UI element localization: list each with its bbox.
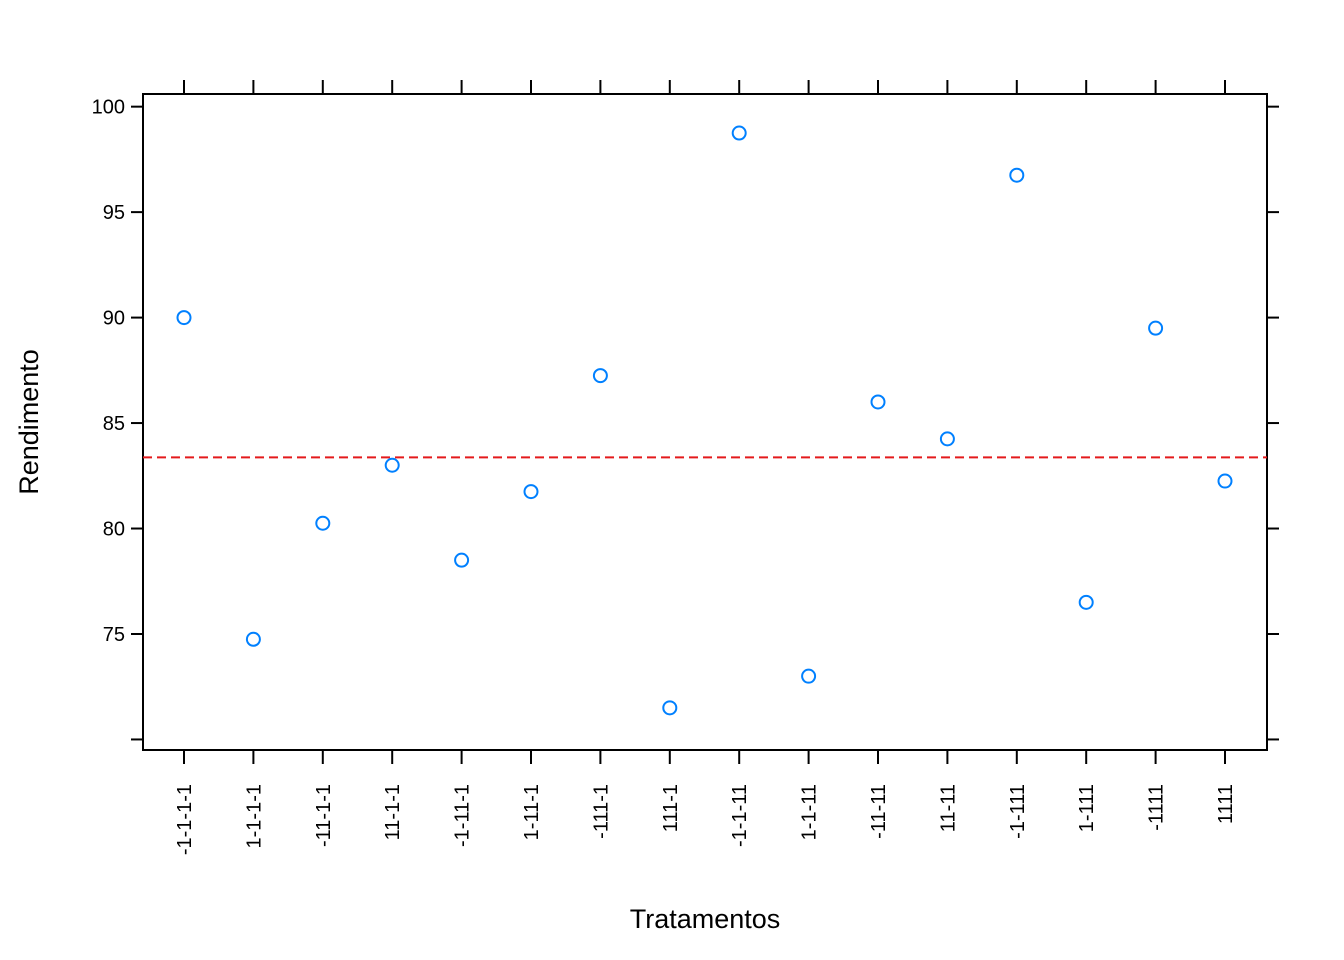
data-point xyxy=(176,310,192,326)
x-tick-label: -11-1-1 xyxy=(313,784,335,847)
data-point xyxy=(801,668,817,684)
data-point xyxy=(731,125,747,141)
data-point xyxy=(1148,320,1164,336)
x-tick-label: 1-1-1-1 xyxy=(243,784,265,848)
data-point xyxy=(245,631,261,647)
y-tick-labels: 75 80 85 90 95 100 xyxy=(92,97,125,646)
x-tick-label: 1-1-11 xyxy=(799,784,821,840)
y-tick-label: 90 xyxy=(103,308,125,330)
x-tick-label: -1-1-11 xyxy=(729,784,751,847)
x-tick-label: 1111 xyxy=(1215,784,1237,824)
data-point xyxy=(454,552,470,568)
y-axis-title: Rendimento xyxy=(14,349,44,495)
x-tick-label: -1-1-1-1 xyxy=(174,784,196,855)
x-tick-label: -111-1 xyxy=(590,784,612,839)
data-point xyxy=(870,394,886,410)
y-tick-label: 100 xyxy=(92,97,125,119)
data-point xyxy=(1009,167,1025,183)
axis-ticks xyxy=(131,80,1279,764)
x-tick-label: -11-11 xyxy=(868,784,890,839)
y-tick-label: 75 xyxy=(103,624,125,646)
data-point xyxy=(523,484,539,500)
y-tick-label: 85 xyxy=(103,413,125,435)
data-point xyxy=(592,368,608,384)
x-tick-label: 11-11 xyxy=(937,784,959,832)
data-point xyxy=(384,457,400,473)
data-point xyxy=(1078,594,1094,610)
x-tick-label: 111-1 xyxy=(660,784,682,832)
y-tick-label: 95 xyxy=(103,202,125,224)
data-point xyxy=(1217,473,1233,489)
y-tick-label: 80 xyxy=(103,519,125,541)
data-point xyxy=(662,700,678,716)
x-tick-label: 1-11-1 xyxy=(521,784,543,840)
x-axis-title: Tratamentos xyxy=(630,904,781,934)
x-tick-label: -1111 xyxy=(1146,784,1168,831)
x-tick-label: 1-111 xyxy=(1076,784,1098,832)
data-point xyxy=(315,515,331,531)
x-tick-label: -1-11-1 xyxy=(452,784,474,847)
plot-frame xyxy=(142,93,1268,751)
data-point xyxy=(939,431,955,447)
x-tick-labels: -1-1-1-1 1-1-1-1 -11-1-1 11-1-1 -1-11-1 1-11-… xyxy=(174,784,1237,855)
x-tick-label: 11-1-1 xyxy=(382,784,404,840)
data-points xyxy=(176,125,1233,716)
x-tick-label: -1-111 xyxy=(1007,784,1029,839)
